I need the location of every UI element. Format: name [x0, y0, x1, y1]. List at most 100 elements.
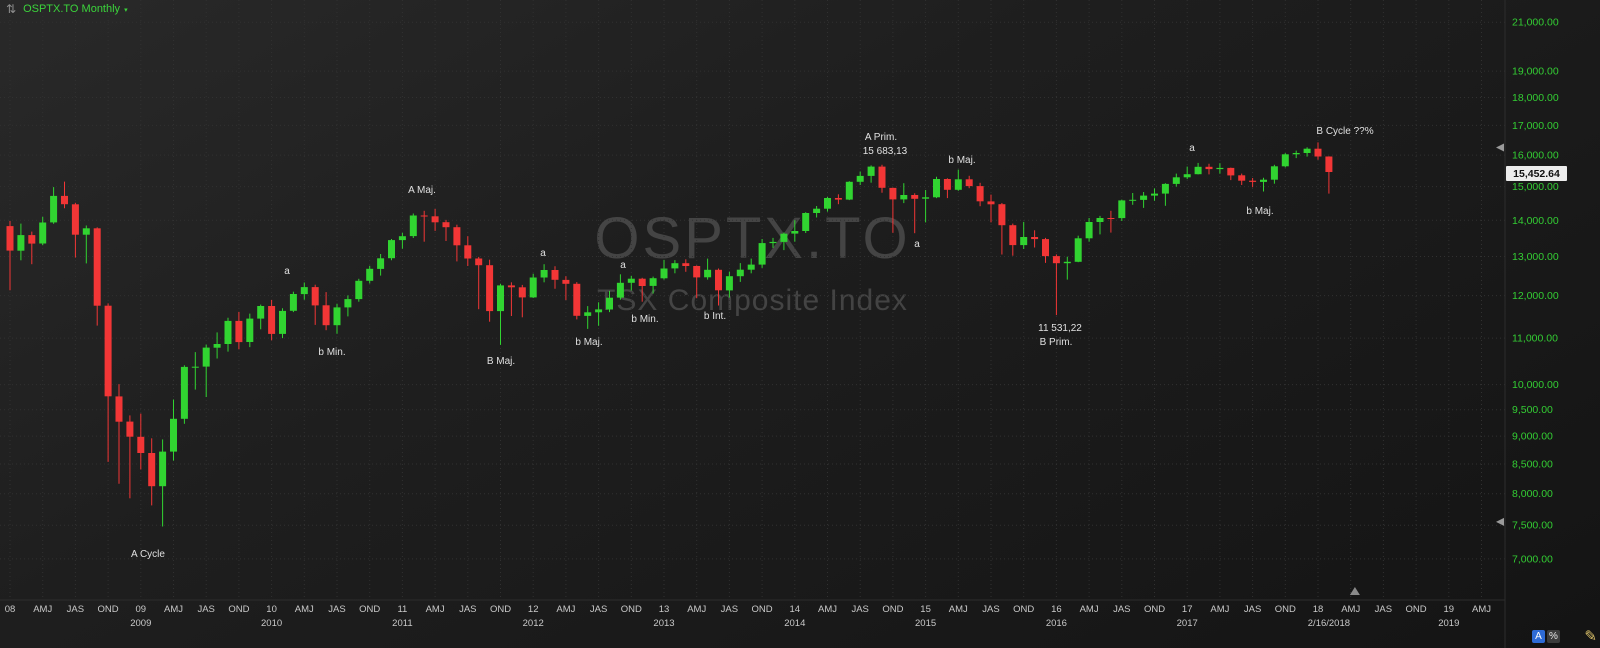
month-tick-label: 19	[1444, 604, 1455, 615]
candle-body	[976, 186, 984, 202]
year-tick-label: 2011	[392, 618, 412, 629]
candle-body	[311, 287, 319, 306]
candle-body	[998, 204, 1006, 226]
candle-body	[246, 318, 254, 342]
price-tick-label: 19,000.00	[1512, 66, 1559, 78]
price-tick-label: 9,500.00	[1512, 404, 1553, 416]
month-tick-label: AMJ	[949, 604, 968, 615]
candle-body	[213, 344, 221, 348]
candle-body	[889, 187, 897, 200]
year-tick-label: 2010	[261, 618, 282, 629]
candle-body	[660, 268, 668, 279]
price-tick-label: 21,000.00	[1512, 17, 1559, 29]
price-tick-label: 16,000.00	[1512, 150, 1559, 162]
year-tick-label: 2015	[915, 618, 936, 629]
candle-body	[769, 241, 777, 244]
candle-body	[704, 269, 712, 278]
candle-body	[409, 215, 417, 237]
month-tick-label: JAS	[851, 604, 868, 615]
candle-body	[878, 166, 886, 188]
candle-body	[627, 278, 635, 283]
candle-body	[268, 306, 276, 334]
price-tick-label: 9,000.00	[1512, 431, 1553, 443]
candle-body	[1216, 167, 1224, 170]
month-tick-label: JAS	[1244, 604, 1261, 615]
candle-body	[202, 347, 210, 367]
month-tick-label: JAS	[197, 604, 214, 615]
month-tick-label: JAS	[1375, 604, 1392, 615]
candle-body	[50, 195, 58, 223]
month-tick-label: AMJ	[33, 604, 52, 615]
candle-body	[442, 222, 450, 228]
auto-scale-button[interactable]: A	[1532, 630, 1545, 643]
candle-body	[453, 227, 461, 246]
candle-body	[1042, 239, 1049, 257]
candle-body	[126, 421, 134, 437]
candle-body	[71, 204, 79, 235]
wave-label: a	[620, 260, 626, 271]
candle-body	[933, 179, 940, 198]
candle-body	[377, 258, 385, 269]
candle-body	[1096, 218, 1104, 222]
candle-body	[1140, 195, 1148, 200]
candle-body	[987, 201, 995, 205]
candle-body	[1325, 156, 1333, 172]
month-tick-label: OND	[752, 604, 773, 615]
candle-body	[943, 179, 951, 190]
updown-arrows-icon[interactable]: ⇅	[6, 2, 17, 16]
chevron-down-icon: ▾	[124, 7, 128, 14]
wave-label: A Prim.	[865, 132, 897, 143]
wave-label: b Min.	[318, 347, 345, 358]
month-tick-label: 12	[528, 604, 539, 615]
grid	[0, 0, 1506, 648]
candle-body	[159, 451, 167, 487]
month-tick-label: OND	[1275, 604, 1296, 615]
axis-marker-arrow	[1496, 143, 1504, 152]
candle-body	[1205, 166, 1213, 170]
candle-body	[180, 366, 188, 419]
month-tick-label: 15	[920, 604, 931, 615]
candle-body	[1303, 148, 1311, 153]
candle-body	[693, 266, 701, 278]
month-tick-label: 18	[1313, 604, 1324, 615]
wave-label: a	[914, 239, 920, 250]
candle-body	[791, 231, 799, 234]
year-tick-label: 2019	[1438, 618, 1459, 629]
draw-pencil-icon[interactable]: ✎	[1584, 628, 1597, 645]
candle-body	[257, 306, 265, 319]
candle-body	[900, 195, 908, 200]
last-price-badge: 15,452.64	[1506, 166, 1567, 181]
candle-body	[1183, 174, 1191, 178]
candle-body	[333, 307, 341, 326]
candle-body	[747, 264, 755, 270]
price-tick-label: 13,000.00	[1512, 251, 1559, 263]
candle-body	[1085, 222, 1093, 239]
candle-body	[813, 208, 821, 213]
candle-body	[420, 215, 428, 217]
candle-body	[475, 258, 483, 266]
candle-body	[6, 226, 14, 251]
wave-label: b Maj.	[1246, 206, 1273, 217]
candle-body	[1161, 183, 1169, 194]
month-tick-label: JAS	[982, 604, 999, 615]
symbol-timeframe-selector[interactable]: OSPTX.TO Monthly ▾	[23, 3, 128, 15]
month-tick-label: AMJ	[295, 604, 314, 615]
candle-body	[170, 418, 177, 452]
time-axis[interactable]: 08 AMJ JAS OND 09 2009 AMJ JAS OND 10 2010 AMJ JAS ON…	[5, 587, 1492, 629]
percent-scale-button[interactable]: %	[1547, 630, 1560, 643]
price-axis[interactable]: 21,000.00 19,000.00 18,000.00 17,000.00 16,0…	[1496, 17, 1559, 566]
candle-body	[355, 280, 363, 300]
candle-body	[965, 179, 973, 187]
candle-body	[802, 213, 810, 231]
candle-body	[1118, 200, 1126, 219]
candle-body	[279, 310, 286, 334]
candle-body	[551, 270, 559, 280]
month-tick-label: AMJ	[164, 604, 183, 615]
candle-body	[1009, 225, 1017, 246]
scale-tools: A %	[1532, 630, 1560, 643]
price-tick-label: 14,000.00	[1512, 215, 1559, 227]
candle-body	[758, 243, 766, 265]
candle-body	[431, 216, 439, 223]
candle-body	[922, 197, 930, 199]
